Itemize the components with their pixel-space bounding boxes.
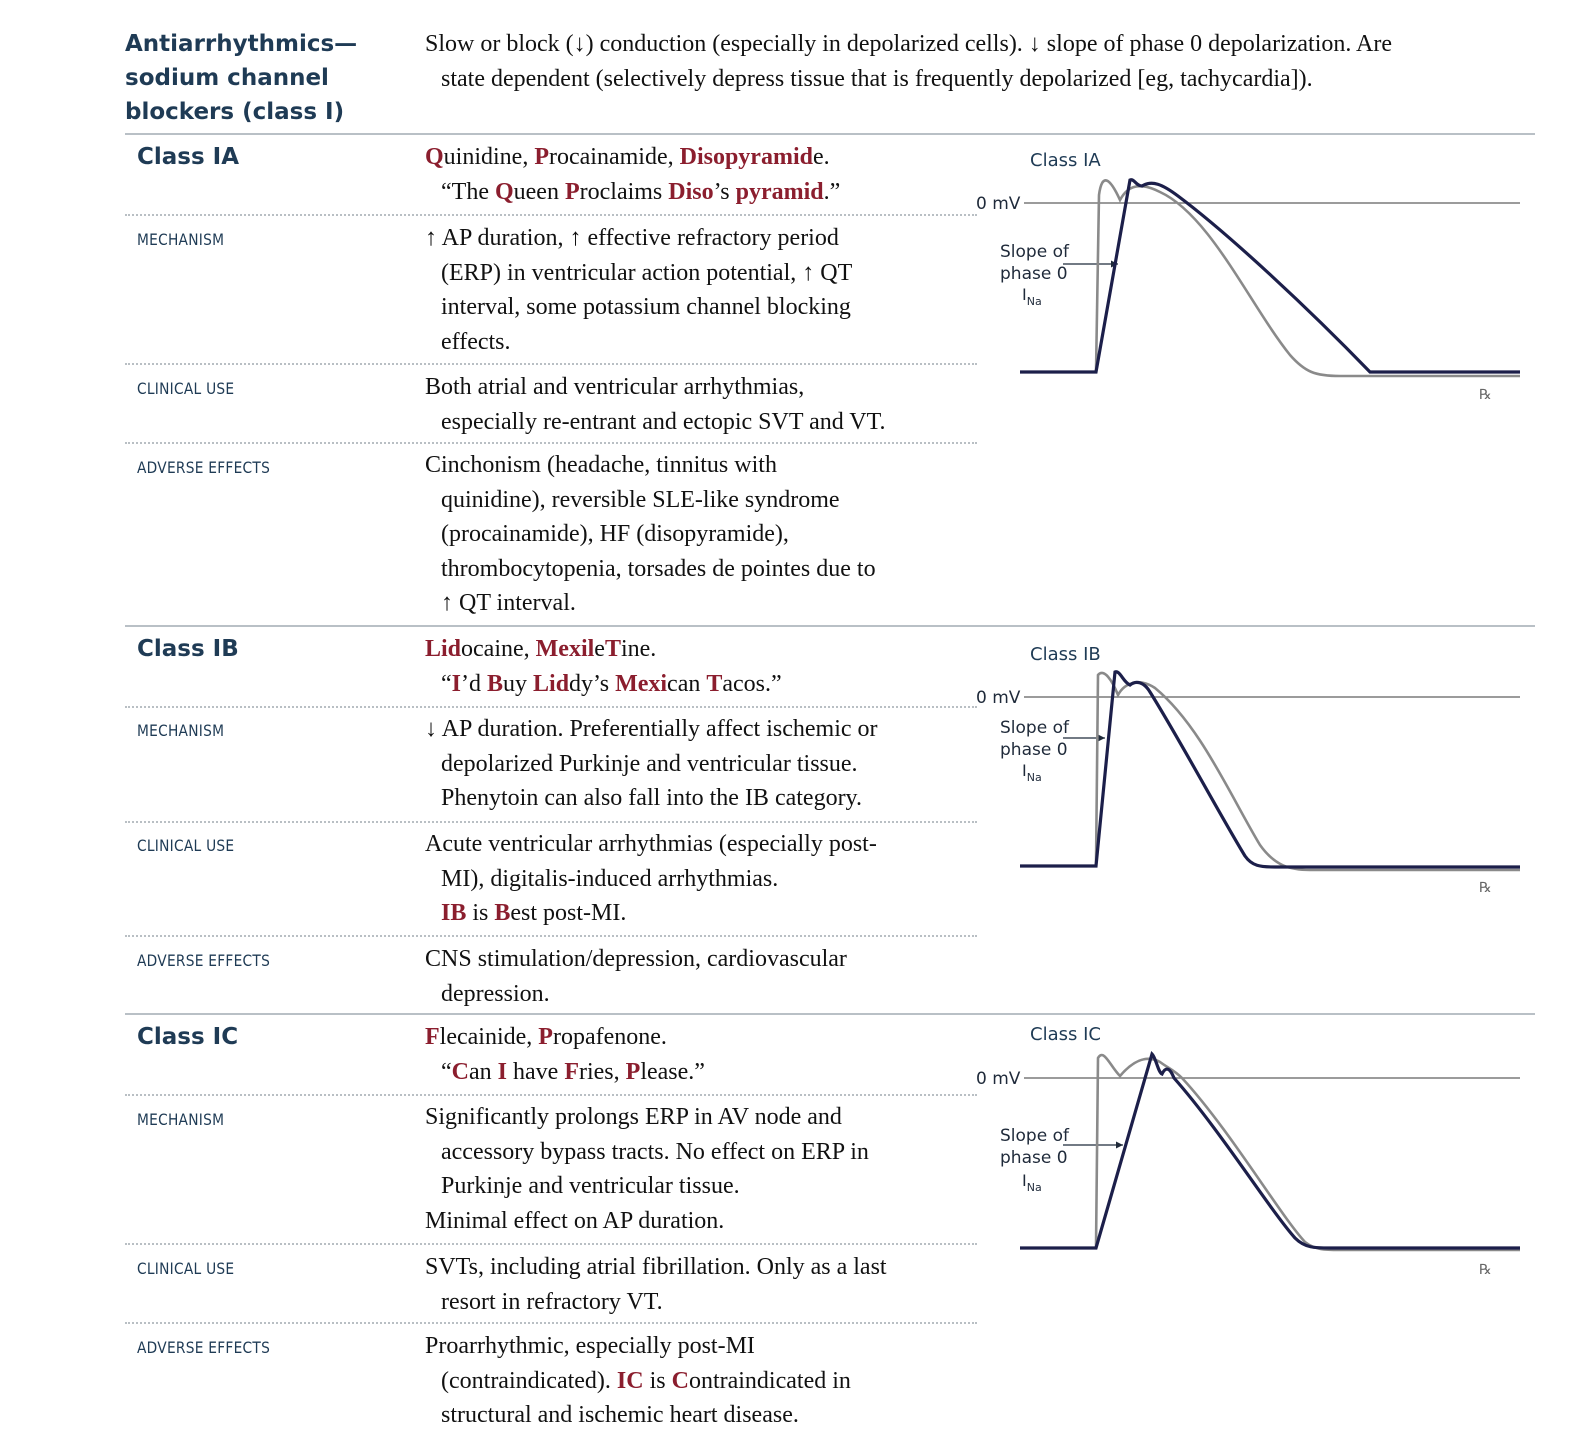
figure-title: Class IC (1030, 1024, 1101, 1045)
drug-ap-curve (1020, 670, 1520, 869)
clinical-use-label: CLINICAL USE (137, 1259, 235, 1278)
adverse-effects-label: ADVERSE EFFECTS (137, 1338, 271, 1357)
section-divider (125, 133, 1535, 135)
zero-mv-label: 0 mV (976, 1069, 1021, 1089)
mnemonic: “The Queen Proclaims Diso’s pyramid.” (441, 178, 841, 205)
section-title-line: Antiarrhythmics— (125, 31, 358, 57)
class-ib-adverse-effects: CNS stimulation/depression, cardiovascul… (425, 946, 847, 1007)
row-divider (125, 442, 977, 444)
slope-label-line: Slope of (1000, 242, 1070, 262)
zero-mv-label: 0 mV (976, 194, 1021, 214)
mnemonic: “I’d Buy Liddy’s Mexican Tacos.” (441, 670, 782, 697)
row-divider (125, 214, 977, 216)
drug-list: Quinidine, Procainamide, Disopyramide. (425, 144, 830, 170)
clinical-use-label: CLINICAL USE (137, 379, 235, 398)
slope-label-line: phase 0 (1000, 1148, 1068, 1168)
rx-mark-icon: ℞ (1479, 387, 1492, 403)
class-ic-adverse-effects: Proarrhythmic, especially post-MI (contr… (425, 1333, 851, 1428)
mechanism-label: MECHANISM (137, 721, 225, 740)
class-ic-ap-figure: Class IC 0 mV Slope of phase 0 INa ℞ (976, 1024, 1520, 1278)
section-divider (125, 1013, 1535, 1015)
class-ib-drugs: Lidocaine, MexileTine. “I’d Buy Liddy’s … (425, 632, 782, 701)
class-ic-title: Class IC (137, 1024, 239, 1050)
class-ia-clinical-use: Both atrial and ventricular arrhythmias,… (425, 374, 886, 435)
class-ib-ap-figure: Class IB 0 mV Slope of phase 0 INa ℞ (976, 644, 1520, 896)
class-ib-title: Class IB (137, 636, 239, 662)
class-ic-mechanism: Significantly prolongs ERP in AV node an… (425, 1104, 869, 1234)
mnemonic: “Can I have Fries, Please.” (441, 1058, 705, 1085)
rx-mark-icon: ℞ (1479, 880, 1492, 896)
baseline-ap-curve (1020, 179, 1520, 378)
figure-title: Class IA (1030, 150, 1101, 171)
slope-label-line: Slope of (1000, 718, 1070, 738)
row-divider (125, 1094, 977, 1096)
slope-arrowhead (1098, 734, 1105, 742)
intro-text: Slow or block (↓) conduction (especially… (425, 27, 1392, 96)
class-ib-mechanism: ↓ AP duration. Preferentially affect isc… (425, 716, 878, 811)
slope-arrowhead (1116, 1141, 1123, 1149)
row-divider (125, 363, 977, 365)
slope-label-line: phase 0 (1000, 740, 1068, 760)
baseline-ap-curve (1020, 1053, 1520, 1252)
row-divider (125, 1243, 977, 1245)
class-ia-title: Class IA (137, 144, 240, 170)
drug-list: Lidocaine, MexileTine. (425, 636, 657, 662)
slope-label-line: Slope of (1000, 1126, 1070, 1146)
row-divider (125, 1322, 977, 1324)
row-divider (125, 706, 977, 708)
clinical-use-label: CLINICAL USE (137, 836, 235, 855)
mnemonic: IB is Best post-MI. (441, 900, 627, 926)
adverse-effects-label: ADVERSE EFFECTS (137, 458, 271, 477)
section-title: Antiarrhythmics— sodium channel blockers… (125, 27, 357, 129)
class-ia-drugs: Quinidine, Procainamide, Disopyramide. “… (425, 140, 840, 209)
drug-ap-curve (1020, 178, 1520, 374)
ina-label: INa (1022, 761, 1042, 784)
drug-ap-curve (1020, 1050, 1520, 1250)
zero-mv-label: 0 mV (976, 688, 1021, 708)
class-ic-drugs: Flecainide, Propafenone. “Can I have Fri… (425, 1020, 705, 1089)
section-title-line: sodium channel (125, 65, 329, 91)
rx-mark-icon: ℞ (1479, 1262, 1492, 1278)
figure-title: Class IB (1030, 644, 1101, 665)
section-title-line: blockers (class I) (125, 99, 345, 125)
row-divider (125, 821, 977, 823)
mechanism-label: MECHANISM (137, 230, 225, 249)
ina-label: INa (1022, 285, 1042, 308)
class-ic-clinical-use: SVTs, including atrial fibrillation. Onl… (425, 1254, 887, 1315)
class-ia-ap-figure: Class IA 0 mV Slope of phase 0 INa ℞ (976, 150, 1520, 403)
class-ib-clinical-use: Acute ventricular arrhythmias (especiall… (425, 827, 877, 931)
row-divider (125, 935, 977, 937)
drug-list: Flecainide, Propafenone. (425, 1024, 667, 1050)
class-ia-mechanism: ↑ AP duration, ↑ effective refractory pe… (425, 225, 853, 355)
intro-line: state dependent (selectively depress tis… (441, 65, 1313, 92)
section-divider (125, 625, 1535, 627)
mechanism-label: MECHANISM (137, 1110, 225, 1129)
baseline-ap-curve (1020, 671, 1520, 872)
ina-label: INa (1022, 1171, 1042, 1194)
adverse-effects-label: ADVERSE EFFECTS (137, 951, 271, 970)
intro-line: Slow or block (↓) conduction (especially… (425, 31, 1393, 57)
slope-label-line: phase 0 (1000, 264, 1068, 284)
class-ia-adverse-effects: Cinchonism (headache, tinnitus with quin… (425, 452, 876, 616)
